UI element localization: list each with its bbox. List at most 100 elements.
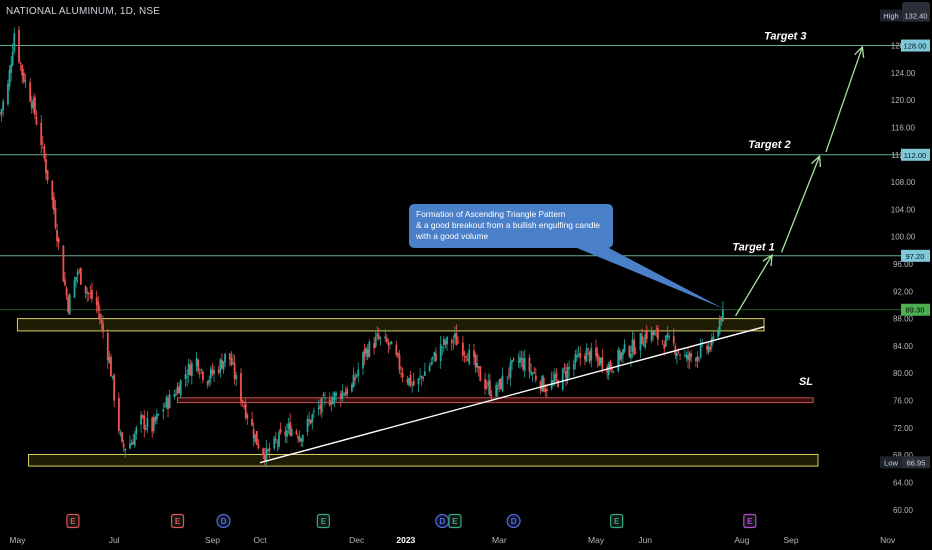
candle [412, 372, 415, 387]
candle [488, 373, 491, 398]
candle [566, 362, 569, 385]
price-label: 128.00 [901, 39, 930, 52]
candle [477, 365, 480, 377]
candle-body [7, 83, 9, 105]
candle-body [217, 369, 220, 373]
candle-body [165, 397, 168, 408]
candle-body [317, 407, 320, 409]
candle-body [677, 351, 680, 353]
candle-body [688, 352, 691, 361]
candle [339, 390, 342, 408]
arrow-head [854, 45, 865, 58]
candle [541, 374, 544, 393]
candle-body [396, 353, 399, 356]
candle-body [162, 409, 165, 412]
candle-body [557, 380, 559, 387]
candle [468, 343, 471, 366]
candle [151, 416, 154, 438]
candle-body [488, 380, 491, 396]
candle [333, 391, 336, 408]
candle-body [442, 338, 445, 345]
candle-body [465, 356, 467, 359]
candle-body [135, 427, 138, 435]
candle [696, 351, 699, 369]
event-letter: E [175, 517, 181, 526]
candle-body [473, 350, 475, 358]
candle [22, 68, 25, 84]
candle [398, 349, 401, 375]
candle [507, 367, 510, 381]
candle [273, 435, 276, 451]
candle-body [495, 384, 498, 397]
candle-body [641, 335, 643, 345]
candle [396, 352, 399, 359]
candle [254, 434, 257, 444]
candle [530, 363, 532, 377]
candle [24, 73, 27, 89]
candle-body [419, 376, 421, 378]
candle-body [324, 397, 326, 399]
candle-body [507, 374, 510, 376]
candle [577, 346, 580, 358]
candle [519, 350, 521, 369]
candle-body [119, 432, 122, 434]
candle-body [333, 392, 336, 400]
candle-body [698, 358, 700, 360]
candle-body [289, 422, 291, 436]
price-label-name: High [883, 12, 898, 21]
candle [607, 361, 610, 381]
candle [579, 346, 582, 367]
candle-body [523, 358, 526, 372]
candle-body [286, 430, 288, 437]
candle [251, 411, 253, 427]
candle [409, 371, 412, 388]
candle [187, 358, 190, 384]
candle-body [366, 349, 369, 358]
y-tick-label: 68.00 [893, 451, 914, 460]
candle-body [628, 346, 631, 357]
candle-body [395, 344, 398, 355]
candle [179, 379, 182, 399]
symbol-title: NATIONAL ALUMINUM, 1D, NSE [6, 6, 161, 17]
candle [98, 305, 101, 325]
candle [233, 354, 236, 385]
candle-body [98, 313, 101, 320]
candle [454, 326, 456, 345]
candle-body [341, 391, 344, 399]
candle-body [533, 372, 536, 374]
callout-text: with a good volume [415, 231, 489, 241]
x-tick-label: May [9, 535, 26, 545]
candle-body [190, 363, 193, 377]
candle [376, 326, 379, 341]
candle-body [534, 375, 537, 381]
candle [645, 325, 648, 344]
candle-body [572, 363, 575, 370]
candle-body [67, 296, 70, 313]
candle-body [89, 293, 92, 294]
event-letter: D [221, 517, 227, 526]
candle [355, 373, 358, 379]
candle-body [435, 353, 437, 361]
candle [89, 285, 92, 300]
candle-body [546, 389, 548, 391]
candle-body [656, 327, 659, 340]
y-tick-label: 76.00 [893, 397, 914, 406]
candle-body [0, 109, 3, 114]
earnings-icon [448, 513, 462, 529]
candle [612, 370, 615, 373]
dividend-icon [216, 513, 231, 529]
candle [56, 223, 58, 248]
candle-body [322, 394, 325, 397]
candle [599, 357, 602, 367]
candle-body [79, 268, 82, 285]
candle-body [612, 371, 615, 373]
candle-body [441, 347, 444, 348]
candle [144, 424, 147, 432]
candle [435, 347, 437, 362]
candle [457, 336, 460, 344]
price-label: 89.30 [901, 303, 930, 316]
candle-body [679, 354, 681, 356]
event-letter: E [321, 517, 327, 526]
candle-body [257, 444, 260, 449]
